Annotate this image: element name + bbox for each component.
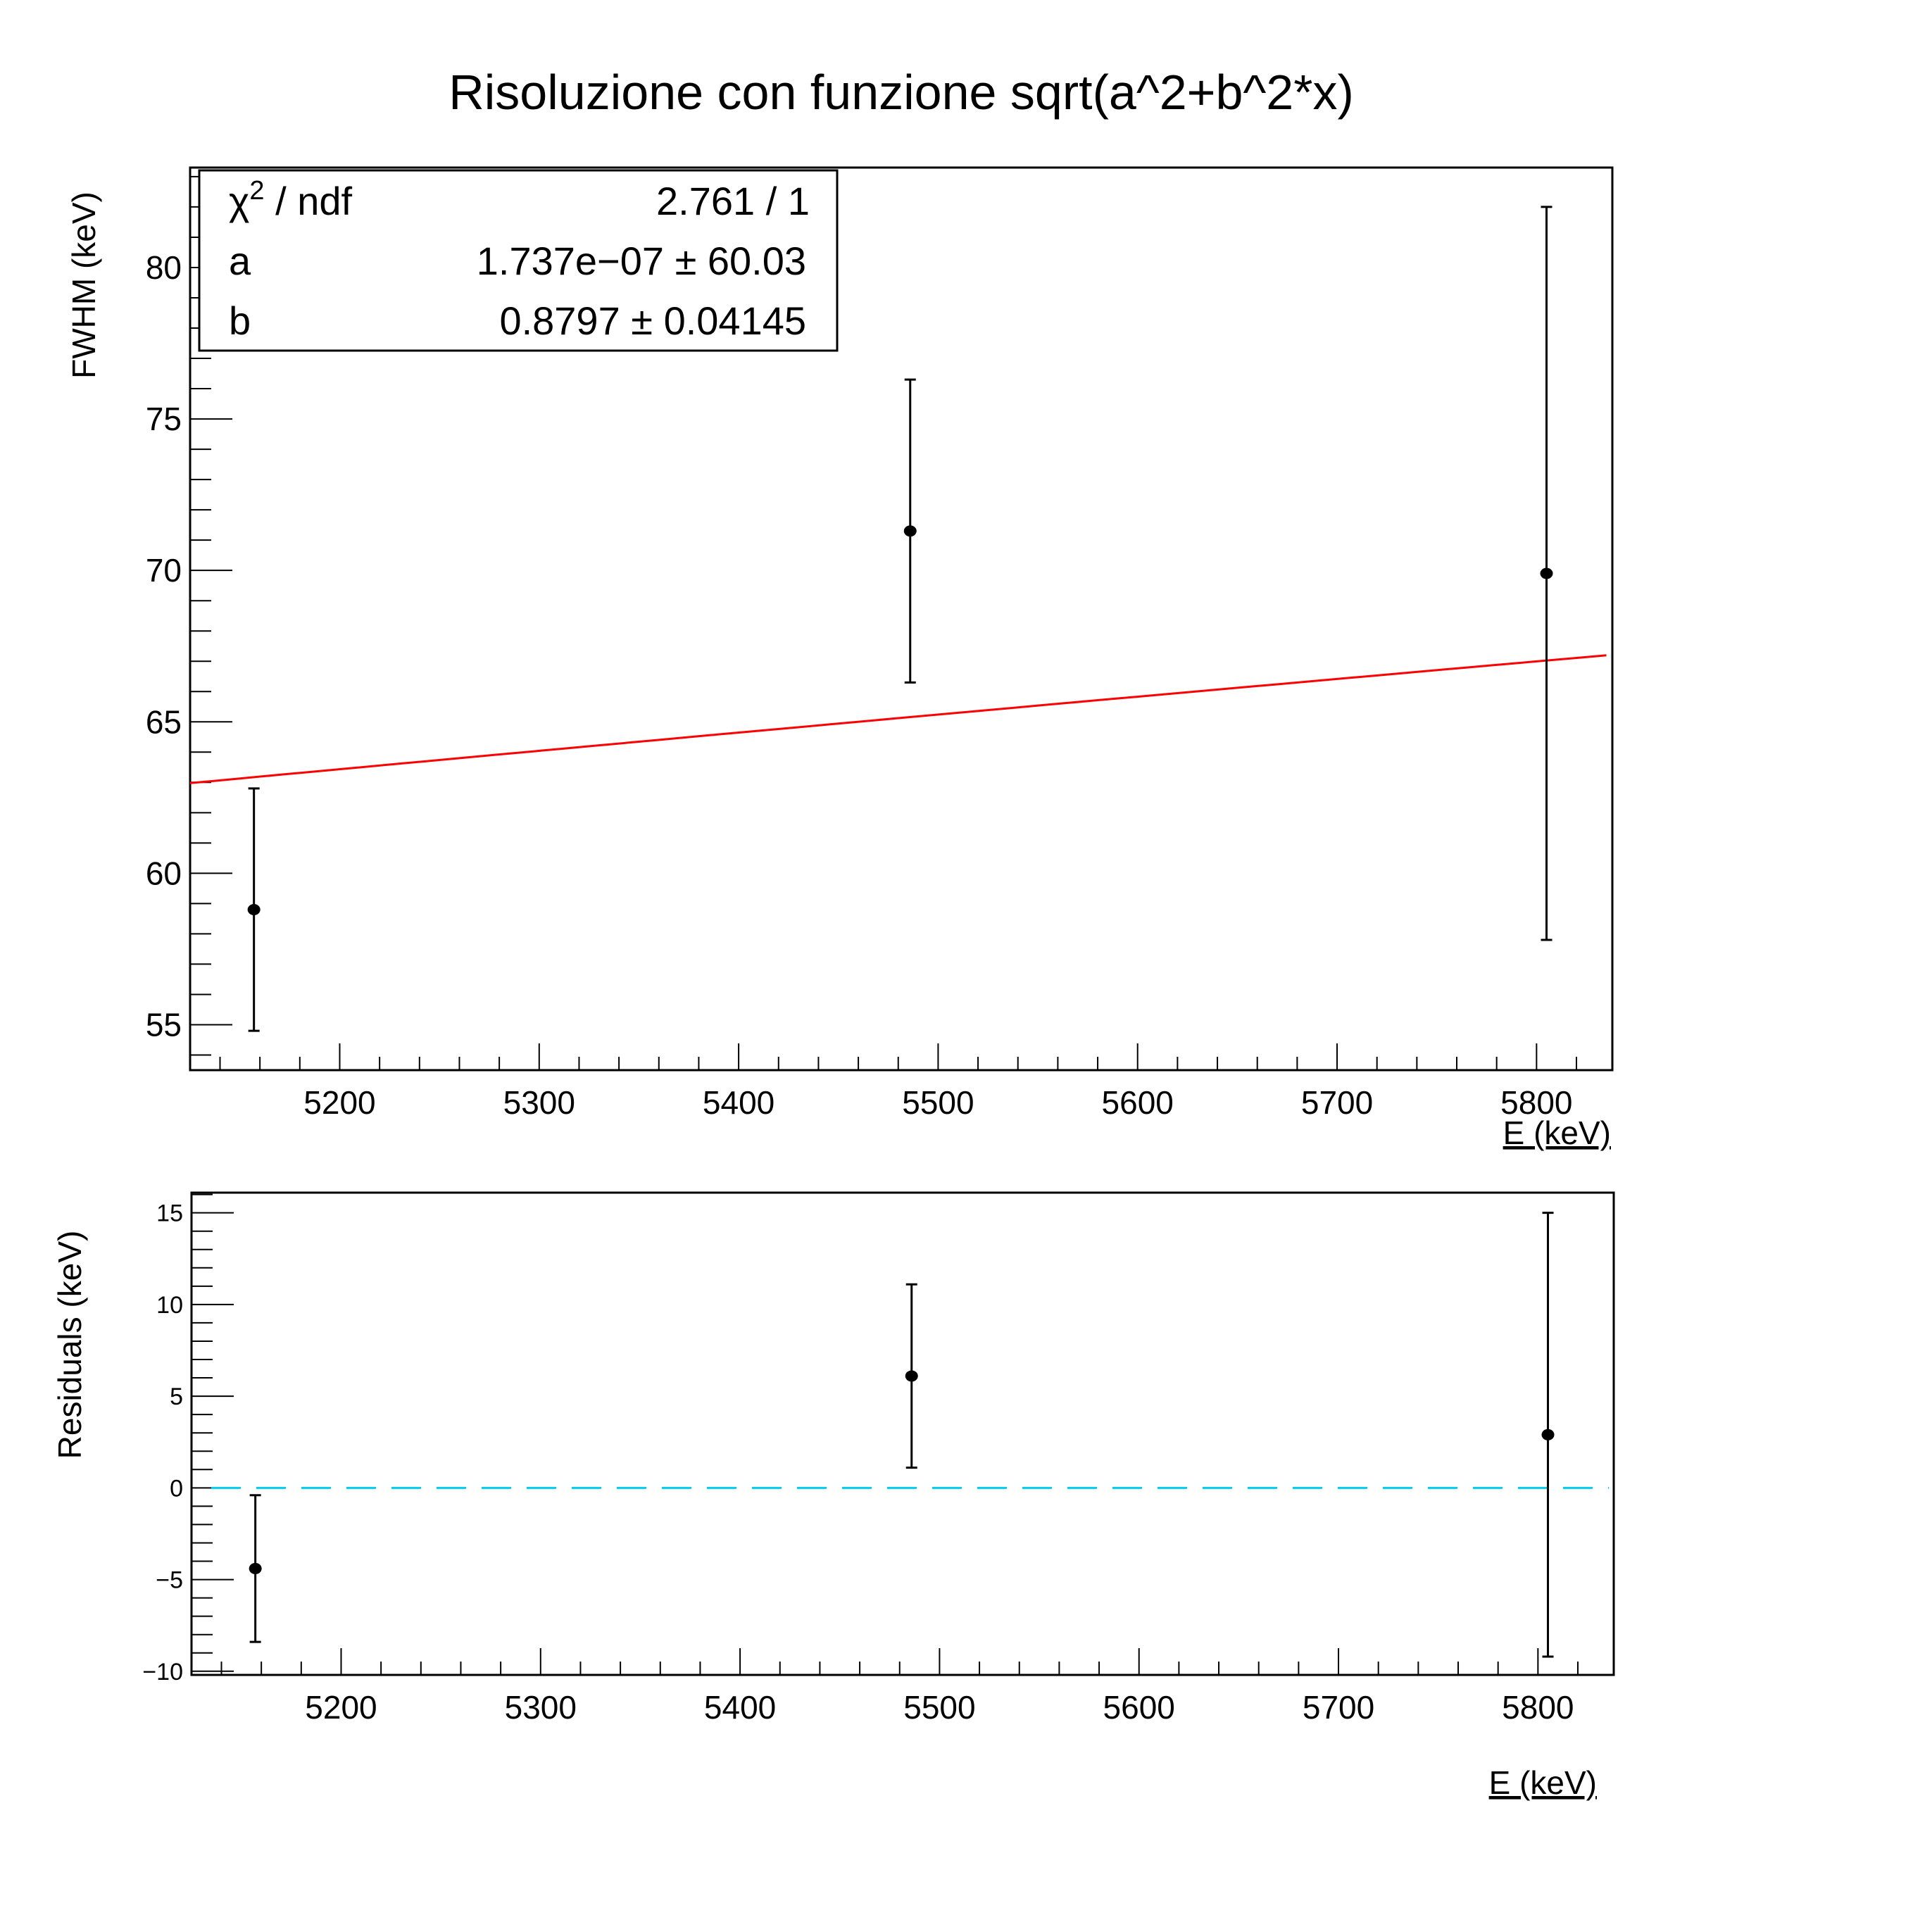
residuals-x-tick-label: 5600 <box>1103 1689 1175 1726</box>
fwhm-y-axis: 55 60 65 70 75 80 <box>146 175 232 1056</box>
residuals-y-tick-label: 10 <box>156 1292 183 1319</box>
fwhm-data-point <box>247 787 261 1032</box>
fwhm-data-point <box>1540 206 1553 941</box>
residuals-x-tick-label: 5700 <box>1303 1689 1374 1726</box>
fit-curve <box>189 654 1607 784</box>
chart-title: Risoluzione con funzione sqrt(a^2+b^2*x) <box>448 65 1354 120</box>
residuals-x-tick-label: 5800 <box>1502 1689 1574 1726</box>
stats-a-value: 1.737e−07 ± 60.03 <box>477 239 806 283</box>
fwhm-panel: 55 60 65 70 75 80 5200 5300 5400 5500 5600 5700 580… <box>65 166 1614 1151</box>
fwhm-x-tick-label: 5600 <box>1102 1084 1174 1121</box>
residuals-data-point <box>1541 1212 1555 1658</box>
fwhm-x-axis-title: E (keV) <box>1503 1115 1611 1151</box>
stats-a-label: a <box>229 239 251 283</box>
fwhm-y-tick-label: 70 <box>146 552 182 589</box>
residuals-marker <box>249 1562 262 1574</box>
residuals-y-tick-label: 15 <box>156 1200 183 1227</box>
residuals-x-axis: 5200 5300 5400 5500 5600 5700 5800 <box>220 1648 1579 1726</box>
fwhm-y-tick-label: 80 <box>146 249 182 286</box>
residuals-x-axis-title: E (keV) <box>1489 1764 1597 1801</box>
stats-box-frame <box>198 169 839 352</box>
residuals-x-tick-label: 5500 <box>903 1689 975 1726</box>
fwhm-marker <box>1540 567 1553 579</box>
fwhm-marker <box>247 903 261 915</box>
residuals-data-point <box>249 1494 262 1643</box>
residuals-panel: −10 −5 0 5 10 15 5200 5300 5400 5500 5600 5700 5800… <box>51 1191 1615 1801</box>
residuals-marker <box>905 1370 918 1382</box>
residuals-marker <box>1541 1429 1555 1440</box>
residuals-data-point <box>905 1283 918 1469</box>
fwhm-y-tick-label: 65 <box>146 703 182 740</box>
stats-b-label: b <box>229 299 251 343</box>
fwhm-data-points <box>247 206 1553 1032</box>
fwhm-x-axis: 5200 5300 5400 5500 5600 5700 5800 <box>219 1043 1578 1121</box>
fwhm-x-tick-label: 5500 <box>902 1084 974 1121</box>
residuals-y-tick-label: 0 <box>170 1475 183 1502</box>
fwhm-x-tick-label: 5200 <box>303 1084 375 1121</box>
residuals-y-tick-label: −10 <box>142 1659 183 1685</box>
fwhm-plot-frame <box>189 166 1614 1072</box>
residuals-data-points <box>249 1212 1555 1658</box>
fwhm-y-tick-label: 55 <box>146 1006 182 1043</box>
residuals-x-tick-label: 5300 <box>505 1689 577 1726</box>
residuals-x-tick-label: 5200 <box>305 1689 377 1726</box>
residuals-plot-frame <box>190 1191 1615 1676</box>
fwhm-x-tick-label: 5700 <box>1301 1084 1373 1121</box>
stats-chi2-value: 2.761 / 1 <box>656 179 810 223</box>
fwhm-x-tick-label: 5300 <box>503 1084 575 1121</box>
fwhm-y-axis-title: FWHM (keV) <box>65 192 102 379</box>
residuals-y-axis: −10 −5 0 5 10 15 <box>142 1193 234 1685</box>
residuals-y-tick-label: 5 <box>170 1383 183 1410</box>
stats-box: χ2 / ndf 2.761 / 1 a 1.737e−07 ± 60.03 b… <box>198 169 839 352</box>
residuals-y-axis-title: Residuals (keV) <box>51 1231 88 1459</box>
fwhm-x-tick-label: 5800 <box>1500 1084 1572 1121</box>
fwhm-data-point <box>903 378 917 684</box>
residuals-x-tick-label: 5400 <box>704 1689 776 1726</box>
fwhm-y-tick-label: 60 <box>146 855 182 891</box>
residuals-y-tick-label: −5 <box>156 1567 183 1594</box>
stats-b-value: 0.8797 ± 0.04145 <box>499 299 806 343</box>
fwhm-marker <box>903 525 917 537</box>
stats-chi2-label: χ2 / ndf <box>229 176 353 223</box>
fwhm-x-tick-label: 5400 <box>703 1084 774 1121</box>
fwhm-y-tick-label: 75 <box>146 401 182 437</box>
